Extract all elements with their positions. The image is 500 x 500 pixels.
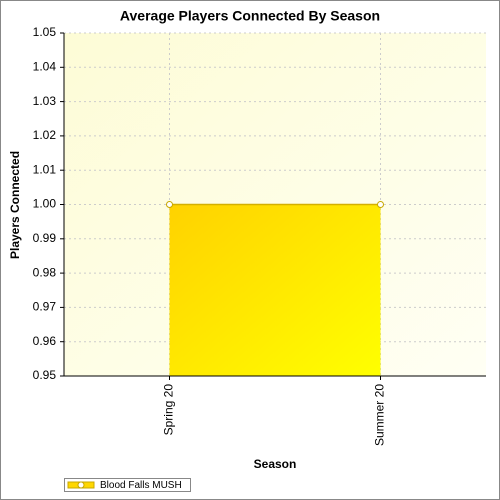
legend-label: Blood Falls MUSH xyxy=(100,480,182,491)
y-tick-label: 0.96 xyxy=(33,334,57,348)
y-tick-label: 0.97 xyxy=(33,300,57,314)
y-tick-label: 1.02 xyxy=(33,128,57,142)
area xyxy=(169,204,381,376)
y-tick-label: 0.95 xyxy=(33,368,57,382)
point xyxy=(166,201,173,208)
y-tick-label: 1.00 xyxy=(33,197,57,211)
y-axis-label: Players Connected xyxy=(8,151,22,259)
y-tick-label: 1.03 xyxy=(33,94,57,108)
y-tick-label: 1.04 xyxy=(33,59,57,73)
legend-box xyxy=(64,478,191,492)
legend-marker xyxy=(77,481,85,489)
chart-title: Average Players Connected By Season xyxy=(120,8,380,24)
x-tick-label: Summer 20 xyxy=(373,384,387,446)
y-tick-label: 0.98 xyxy=(33,265,57,279)
x-axis-label: Season xyxy=(254,457,297,471)
y-tick-label: 1.01 xyxy=(33,162,57,176)
point xyxy=(377,201,384,208)
y-tick-label: 0.99 xyxy=(33,231,57,245)
x-tick-label: Spring 20 xyxy=(162,384,176,436)
y-tick-label: 1.05 xyxy=(33,25,57,39)
